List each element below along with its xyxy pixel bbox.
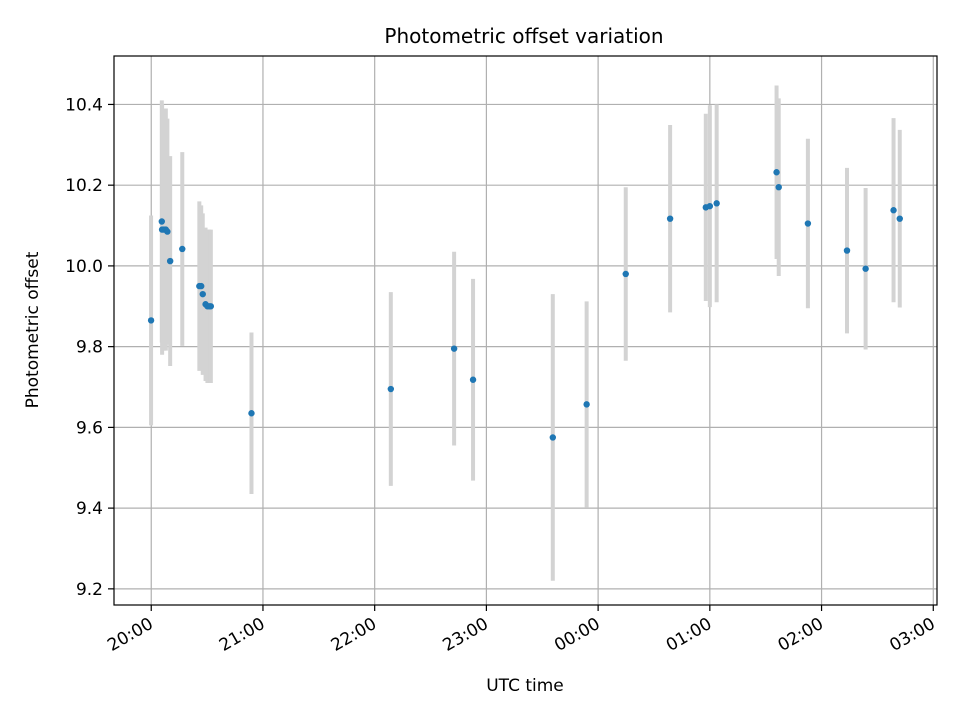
y-tick-label: 9.4	[76, 499, 103, 519]
data-point	[549, 434, 557, 441]
data-point	[843, 247, 851, 254]
data-point	[387, 385, 395, 393]
y-tick-label: 9.6	[76, 418, 103, 438]
data-point	[469, 376, 477, 383]
data-point	[622, 270, 629, 278]
y-axis-label: Photometric offset	[23, 251, 43, 408]
data-point	[164, 228, 171, 235]
data-point	[706, 202, 714, 210]
data-point	[804, 220, 812, 227]
data-point	[583, 401, 590, 408]
data-point	[179, 245, 186, 253]
x-axis-ticks: 20:00 21:00 22:00 23:00 00:00 01:00 02:00 03:00	[104, 605, 939, 656]
x-tick-label: 01:00	[663, 614, 715, 656]
y-tick-label: 10.4	[65, 95, 103, 115]
y-tick-label: 9.8	[76, 338, 103, 358]
x-tick-label: 03:00	[886, 614, 938, 656]
x-tick-label: 02:00	[775, 614, 827, 656]
data-point	[713, 200, 720, 207]
data-point	[248, 410, 255, 417]
y-tick-label: 9.2	[76, 580, 103, 600]
y-axis-ticks: 9.2 9.4 9.6 9.8 10.0 10.2 10.4	[65, 95, 114, 600]
data-point	[775, 183, 782, 191]
x-tick-label: 22:00	[328, 614, 380, 656]
data-points	[147, 169, 903, 441]
x-tick-label: 00:00	[551, 614, 603, 656]
chart-title: Photometric offset variation	[384, 24, 663, 48]
data-point	[666, 215, 674, 222]
data-point	[166, 257, 174, 265]
x-tick-label: 21:00	[216, 614, 268, 656]
data-point	[890, 207, 897, 214]
grid	[114, 56, 937, 605]
x-tick-label: 23:00	[439, 614, 491, 656]
data-point	[198, 282, 205, 290]
y-tick-label: 10.0	[65, 257, 103, 277]
x-tick-label: 20:00	[104, 614, 156, 656]
plot-area-frame	[113, 55, 938, 606]
x-axis-label: UTC time	[486, 676, 564, 696]
y-tick-label: 10.2	[65, 176, 103, 196]
data-point	[199, 290, 206, 298]
data-point	[147, 317, 155, 324]
data-point	[207, 303, 215, 310]
data-point	[862, 265, 869, 272]
data-point	[773, 169, 780, 176]
data-point	[896, 215, 903, 222]
data-point	[158, 218, 165, 225]
data-point	[450, 345, 458, 352]
